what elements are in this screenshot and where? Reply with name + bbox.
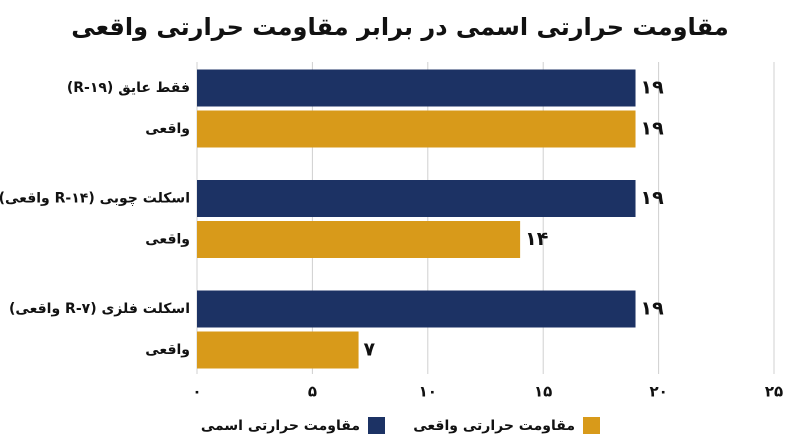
bar: [197, 290, 636, 328]
bar: [197, 110, 636, 148]
data-label: ۱۴: [525, 228, 548, 250]
chart-title: مقاومت حرارتی اسمی در برابر مقاومت حرارت…: [71, 13, 728, 41]
x-tick-label: ۲۵: [765, 383, 783, 401]
bar: [197, 331, 359, 369]
y-tick-label: واقعی: [145, 342, 190, 358]
legend-label: مقاومت حرارتی واقعی: [413, 418, 575, 434]
bar: [197, 180, 636, 217]
bar: [197, 221, 521, 258]
y-tick-label: فقط عایق (R-۱۹): [67, 80, 190, 96]
legend-label: مقاومت حرارتی اسمی: [201, 418, 360, 434]
x-tick-label: ۱۰: [419, 383, 437, 401]
legend-swatch: [583, 417, 600, 434]
y-tick-label: واقعی: [145, 121, 190, 137]
x-tick-label: ۰: [192, 383, 201, 401]
data-label: ۱۹: [641, 77, 665, 99]
x-tick-label: ۵: [308, 383, 317, 401]
legend-swatch: [368, 417, 385, 434]
data-label: ۱۹: [641, 118, 665, 140]
data-label: ۱۹: [641, 187, 665, 209]
y-tick-label: اسکلت چوبی (R-۱۴ واقعی): [0, 191, 190, 207]
data-label: ۷: [364, 339, 376, 361]
y-tick-label: اسکلت فلزی (R-۷ واقعی): [9, 301, 190, 317]
x-tick-label: ۱۵: [534, 383, 552, 401]
bar: [197, 69, 636, 107]
y-tick-label: واقعی: [145, 232, 190, 248]
data-label: ۱۹: [641, 298, 665, 320]
x-tick-label: ۲۰: [649, 383, 667, 401]
